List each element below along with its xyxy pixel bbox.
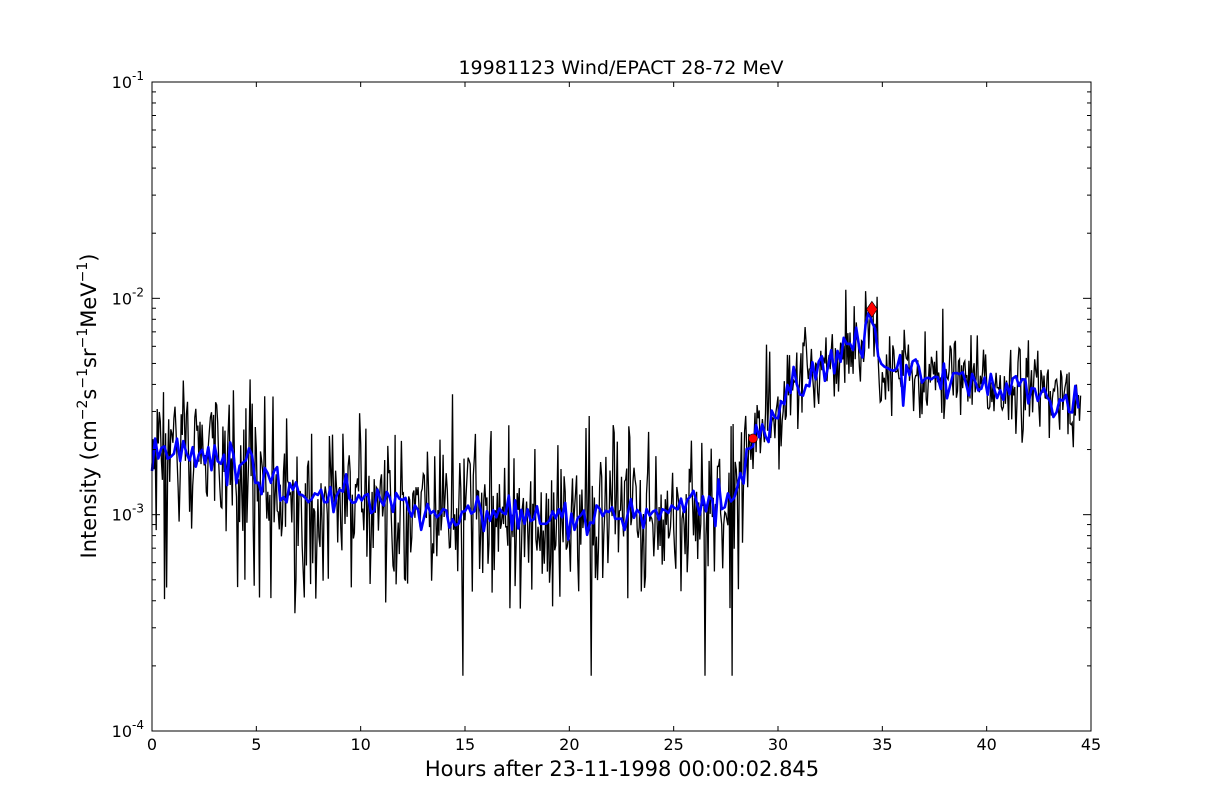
x-axis-ticks: 0 5 10 15 20 25 30 35 40 45	[147, 82, 1101, 754]
y-label-sup4: −1	[75, 262, 91, 283]
x-tick-label: 35	[872, 735, 892, 754]
x-tick-label: 5	[251, 735, 261, 754]
x-tick-label: 45	[1081, 735, 1101, 754]
x-tick-label: 20	[559, 735, 579, 754]
y-tick-label: 10-1	[112, 69, 144, 92]
plot-area	[150, 289, 1082, 676]
y-label-sup3: −1	[75, 328, 91, 349]
x-tick-label: 40	[976, 735, 996, 754]
y-label-sup2: −1	[75, 368, 91, 389]
y-label-mid3: MeV	[77, 282, 101, 328]
x-tick-label: 15	[455, 735, 475, 754]
x-tick-label: 10	[350, 735, 370, 754]
peak-marker	[866, 300, 878, 318]
raw-intensity-line	[151, 289, 1082, 676]
x-tick-label: 25	[663, 735, 683, 754]
y-label-prefix: Intensity (cm	[77, 420, 101, 558]
y-label-mid1: s	[77, 389, 101, 400]
x-axis-label: Hours after 23-11-1998 00:00:02.845	[425, 757, 819, 781]
x-tick-label: 0	[147, 735, 157, 754]
y-axis-label: Intensity (cm−2s−1sr−1MeV−1)	[75, 254, 101, 559]
plot-frame	[151, 81, 1092, 732]
y-tick-label: 10-2	[112, 285, 144, 308]
y-tick-label: 10-3	[112, 502, 144, 525]
y-tick-label: 10-4	[112, 718, 144, 741]
smoothed-intensity-series	[150, 310, 1080, 541]
onset-marker	[748, 433, 758, 444]
x-tick-label: 30	[768, 735, 788, 754]
event-markers	[748, 300, 878, 444]
y-label-mid2: sr	[77, 348, 101, 368]
smoothed-intensity-line	[150, 310, 1080, 541]
chart-title: 19981123 Wind/EPACT 28-72 MeV	[458, 57, 783, 79]
y-label-sup1: −2	[75, 400, 91, 421]
raw-intensity-series	[151, 289, 1082, 676]
y-label-suffix: )	[77, 254, 101, 262]
y-axis-ticks: 10-4 10-3 10-2 10-1	[112, 69, 1091, 741]
